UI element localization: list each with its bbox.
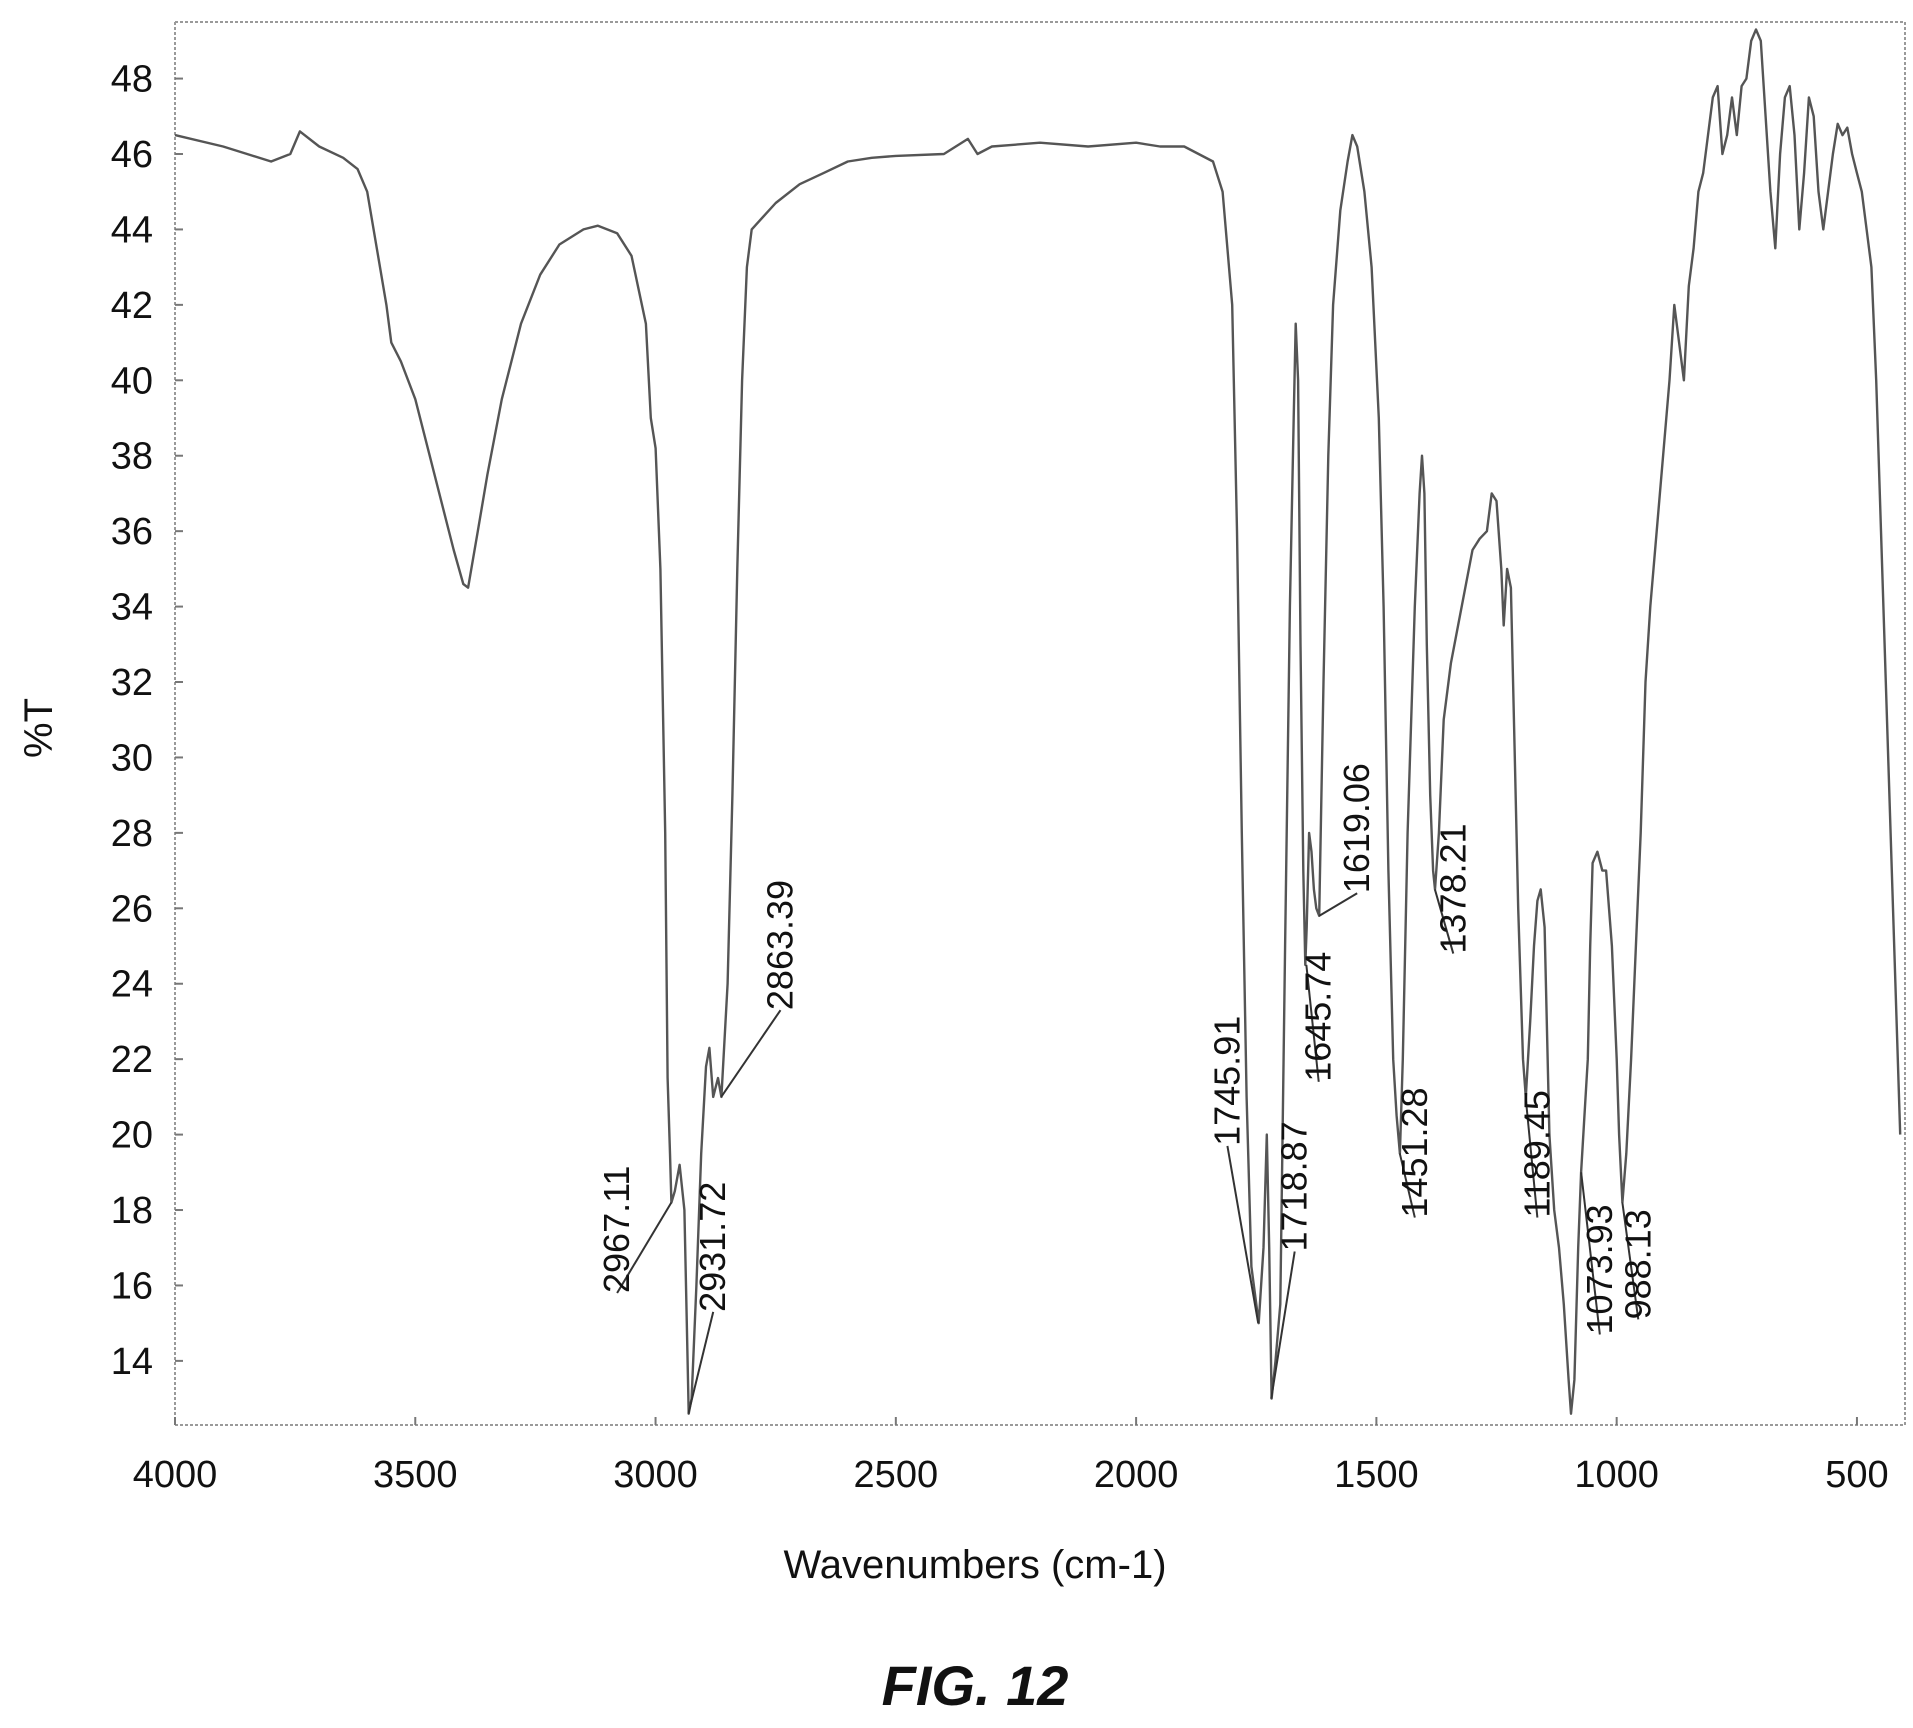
peak-leader-line — [616, 1201, 673, 1294]
peak-label: 1378.21 — [1432, 823, 1473, 953]
peak-leader-line — [1524, 1096, 1539, 1218]
peak-label: 1451.28 — [1394, 1087, 1435, 1217]
y-tick-label: 36 — [111, 511, 153, 553]
peak-leader-line — [1270, 1251, 1296, 1399]
y-tick-label: 24 — [111, 964, 153, 1006]
peak-leader-line — [1318, 892, 1358, 917]
x-tick-label: 2500 — [854, 1454, 939, 1496]
x-axis-title: Wavenumbers (cm-1) — [783, 1543, 1166, 1587]
peak-leader-line — [1226, 1145, 1260, 1324]
x-tick-label: 3000 — [613, 1454, 698, 1496]
peak-label: 1718.87 — [1274, 1121, 1315, 1251]
y-tick-label: 42 — [111, 285, 153, 327]
y-axis-title: %T — [17, 698, 61, 758]
y-tick-label: 32 — [111, 662, 153, 704]
peak-label: 2967.11 — [596, 1166, 637, 1293]
spectrum-line — [174, 28, 1902, 1415]
y-tick-label: 20 — [111, 1115, 153, 1157]
peak-label: 1745.91 — [1206, 1016, 1247, 1146]
y-tick-label: 34 — [111, 587, 153, 629]
peak-annotations: 2967.11 2931.72 2863.39 1745.91 1718.87 1645.… — [596, 763, 1658, 1414]
peak-label: 1073.93 — [1579, 1204, 1620, 1334]
y-tick-label: 30 — [111, 737, 153, 779]
peak-label: 2931.72 — [692, 1182, 733, 1312]
y-tick-label: 44 — [111, 209, 153, 251]
y-tick-label: 14 — [111, 1341, 153, 1383]
y-tick-label: 40 — [111, 360, 153, 402]
peak-label: 988.13 — [1617, 1209, 1658, 1319]
peak-label: 1645.74 — [1298, 952, 1339, 1082]
y-tick-label: 16 — [111, 1265, 153, 1307]
x-tick-label: 2000 — [1094, 1454, 1179, 1496]
y-tick-label: 22 — [111, 1039, 153, 1081]
peak-label: 1189.45 — [1516, 1090, 1557, 1217]
peak-leader-line — [1621, 1202, 1640, 1320]
y-axis-ticks: 14 16 18 20 22 24 26 28 30 32 34 36 38 40 42 44 46 48 — [111, 59, 183, 1383]
peak-leader-line — [1398, 1153, 1416, 1218]
peak-label: 2863.39 — [760, 880, 801, 1010]
y-tick-label: 48 — [111, 59, 153, 101]
y-tick-label: 28 — [111, 813, 153, 855]
x-tick-label: 1500 — [1334, 1454, 1419, 1496]
peak-label: 1619.06 — [1336, 763, 1377, 893]
x-tick-label: 4000 — [133, 1454, 218, 1496]
peak-leader-line — [1305, 964, 1320, 1082]
x-axis-ticks: 4000 3500 3000 2500 2000 1500 1000 500 — [133, 1417, 1889, 1496]
peak-leader-line — [1433, 889, 1455, 954]
y-tick-label: 26 — [111, 888, 153, 930]
peak-leader-line — [687, 1311, 715, 1414]
x-tick-label: 500 — [1825, 1454, 1888, 1496]
y-tick-label: 18 — [111, 1190, 153, 1232]
figure-caption: FIG. 12 — [882, 1654, 1069, 1717]
peak-leader-line — [720, 1009, 782, 1098]
x-tick-label: 1000 — [1574, 1454, 1659, 1496]
peak-leader-line — [1580, 1172, 1601, 1335]
y-tick-label: 38 — [111, 436, 153, 478]
y-tick-label: 46 — [111, 134, 153, 176]
x-tick-label: 3500 — [373, 1454, 458, 1496]
